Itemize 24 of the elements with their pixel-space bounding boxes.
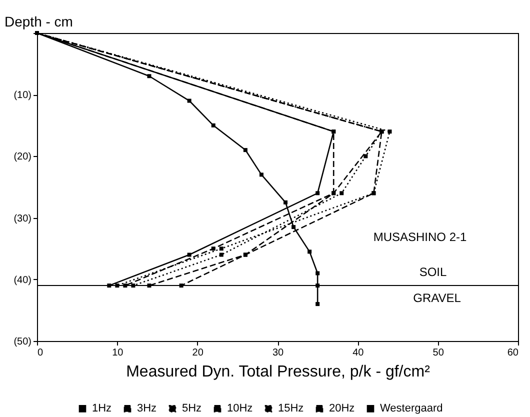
x-tick-label: 50 xyxy=(432,348,444,358)
x-tick-label: 10 xyxy=(112,348,124,358)
x-axis-title: Measured Dyn. Total Pressure, p/k - gf/cm² xyxy=(126,364,431,380)
x-tick-label: 20 xyxy=(192,348,204,358)
annotation: SOIL xyxy=(419,265,447,279)
y-axis-title: Depth - cm xyxy=(4,14,73,30)
x-tick-label: 40 xyxy=(352,348,364,358)
y-tick-label: (40) xyxy=(14,274,32,286)
legend-label: 20Hz xyxy=(329,402,355,415)
x-tick-label: 30 xyxy=(272,348,284,358)
y-tick-label: (20) xyxy=(14,152,32,163)
legend-label: 15Hz xyxy=(278,402,304,415)
y-tick-label: (10) xyxy=(14,90,32,102)
x-tick-label: 0 xyxy=(38,348,44,358)
legend-label: 3Hz xyxy=(137,402,157,415)
y-tick-label: (30) xyxy=(14,213,32,224)
y-tick-label: (50) xyxy=(14,336,32,348)
annotation: GRAVEL xyxy=(413,291,462,305)
legend-label: 1Hz xyxy=(92,402,112,415)
legend-label: Westergaard xyxy=(380,402,443,415)
x-tick-label: 60 xyxy=(507,348,519,358)
legend-label: 10Hz xyxy=(227,402,253,415)
annotation: MUSASHINO 2-1 xyxy=(373,230,467,244)
legend-label: 5Hz xyxy=(182,402,202,415)
